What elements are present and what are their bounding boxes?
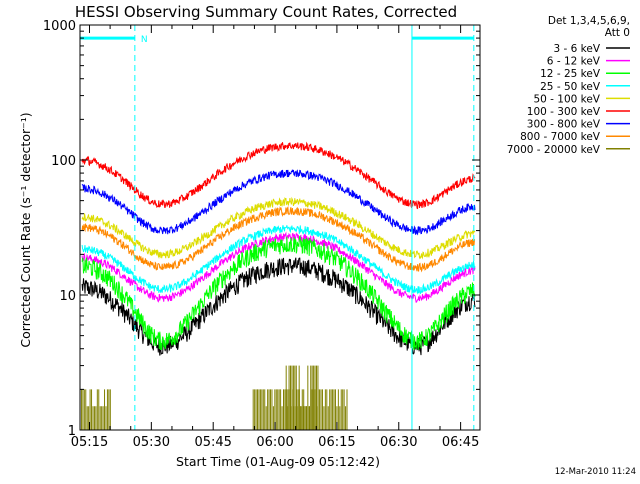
legend-label-7: 800 - 7000 keV (520, 131, 601, 143)
legend-label-3: 25 - 50 keV (540, 81, 601, 93)
y-tick-label-2: 100 (51, 154, 76, 169)
series-line-6 (81, 169, 476, 236)
y-axis-label: Corrected Count Rate (s⁻¹ detector⁻¹) (18, 112, 33, 347)
x-tick-label-5: 06:30 (380, 435, 417, 450)
series-line-2 (81, 235, 476, 351)
legend-label-2: 12 - 25 keV (540, 68, 601, 80)
x-tick-label-6: 06:45 (442, 435, 479, 450)
saa-marker-label: N (141, 35, 148, 45)
x-tick-label-3: 06:00 (256, 435, 293, 450)
plot-layer: N 1 10 100 1000 05:15 05:30 05:45 06:00 06:15 06:3… (43, 19, 630, 450)
x-tick-label-1: 05:30 (133, 435, 170, 450)
series-line-5 (81, 141, 476, 210)
series-line-4 (81, 196, 476, 260)
legend-header-line-2: Att 0 (605, 27, 630, 39)
chart-title: HESSI Observing Summary Count Rates, Cor… (75, 3, 457, 21)
x-tick-label-2: 05:45 (194, 435, 231, 450)
y-tick-label-3: 1000 (43, 19, 76, 34)
legend-label-5: 100 - 300 keV (527, 106, 601, 118)
series-line-1 (81, 231, 476, 303)
y-tick-label-0: 1 (68, 424, 76, 439)
legend-header-line-1: Det 1,3,4,5,6,9, (548, 15, 630, 27)
x-tick-label-4: 06:15 (318, 435, 355, 450)
legend-label-6: 300 - 800 keV (527, 119, 601, 131)
legend-label-1: 6 - 12 keV (547, 56, 601, 68)
footer-timestamp: 12-Mar-2010 11:24 (555, 467, 636, 477)
plot-frame (79, 24, 481, 431)
legend-label-0: 3 - 6 keV (553, 43, 600, 55)
legend-label-4: 50 - 100 keV (533, 93, 600, 105)
y-tick-label-1: 10 (59, 289, 76, 304)
legend-label-8: 7000 - 20000 keV (507, 144, 601, 156)
x-tick-label-0: 05:15 (71, 435, 108, 450)
series-line-7 (81, 205, 476, 273)
series-line-0 (81, 257, 476, 356)
series-line-3 (81, 224, 476, 295)
x-axis-label: Start Time (01-Aug-09 05:12:42) (176, 454, 380, 469)
